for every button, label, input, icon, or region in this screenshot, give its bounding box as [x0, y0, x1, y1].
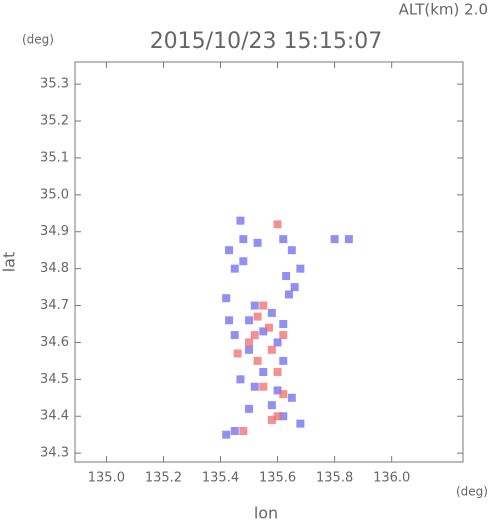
echo-cell	[222, 430, 231, 439]
echo-cell	[296, 419, 305, 428]
y-tick-label: 34.7	[40, 298, 69, 313]
echo-cell	[259, 301, 268, 310]
y-tick-label: 34.4	[40, 409, 69, 424]
echo-cell	[259, 382, 268, 391]
echo-cell	[245, 345, 254, 354]
echo-cell	[279, 319, 288, 328]
echo-cell	[239, 235, 248, 244]
echo-cell	[267, 401, 276, 410]
x-tick-label: 135.4	[202, 471, 239, 486]
echo-cell	[259, 367, 268, 376]
echo-cell	[236, 375, 245, 384]
x-tick-label: 135.2	[145, 471, 182, 486]
echo-cell	[239, 257, 248, 266]
echo-cell	[250, 301, 259, 310]
y-tick-label: 34.6	[40, 335, 69, 350]
echo-cell	[273, 386, 282, 395]
echo-cell	[245, 338, 254, 347]
x-tick-label: 135.6	[259, 471, 296, 486]
echo-cell	[265, 323, 273, 332]
y-tick-label: 35.3	[40, 77, 69, 92]
echo-cell	[287, 246, 296, 255]
echo-cell	[284, 290, 293, 299]
echo-cell	[222, 294, 231, 303]
y-unit: (deg)	[22, 33, 54, 47]
echo-cell	[245, 404, 254, 413]
echo-cell	[282, 272, 291, 281]
echo-cell	[253, 312, 262, 321]
echo-cell	[296, 264, 305, 273]
echo-cell	[279, 356, 288, 365]
echo-cell	[279, 331, 288, 340]
y-tick-label: 34.8	[40, 261, 69, 276]
y-tick-label: 35.0	[40, 187, 69, 202]
echo-cell	[344, 235, 353, 244]
y-tick-label: 34.5	[40, 372, 69, 387]
echo-cell	[279, 412, 288, 421]
y-tick-label: 35.2	[40, 114, 69, 129]
echo-cell	[267, 345, 276, 354]
echo-cell	[225, 246, 234, 255]
echo-cell	[273, 367, 282, 376]
echo-cell	[245, 316, 254, 325]
x-axis-label: lon	[254, 504, 278, 522]
echo-cell	[230, 264, 239, 273]
altitude-label: ALT(km) 2.0	[399, 1, 488, 19]
x-unit: (deg)	[456, 485, 488, 499]
echo-cell	[253, 356, 262, 365]
y-tick-label: 35.1	[40, 150, 69, 165]
echo-cell	[253, 238, 262, 247]
echo-cell	[259, 327, 268, 336]
echo-cell	[267, 415, 276, 424]
echo-cell	[279, 235, 288, 244]
echo-cell	[230, 331, 239, 340]
echo-cell	[233, 349, 242, 358]
echo-cell	[267, 308, 276, 317]
echo-cell	[230, 427, 239, 436]
echo-cell	[239, 427, 248, 436]
echo-cell	[236, 216, 245, 225]
echo-cell	[273, 338, 282, 347]
chart-title: 2015/10/23 15:15:07	[150, 29, 383, 54]
echo-cell	[273, 220, 282, 229]
y-tick-label: 34.9	[40, 224, 69, 239]
echo-cell	[273, 412, 282, 421]
y-axis-label: lat	[0, 252, 19, 273]
plot-frame	[74, 61, 464, 463]
echo-cell	[250, 382, 259, 391]
y-tick-label: 34.3	[40, 446, 69, 461]
echo-cell	[250, 331, 259, 340]
echo-cell	[287, 393, 296, 402]
x-tick-label: 135.8	[316, 471, 353, 486]
x-tick-label: 135.0	[88, 471, 125, 486]
echo-cell	[290, 283, 299, 292]
echo-cell	[279, 390, 288, 399]
x-tick-label: 136.0	[373, 471, 410, 486]
echo-cell	[225, 316, 234, 325]
echo-cell	[330, 235, 339, 244]
